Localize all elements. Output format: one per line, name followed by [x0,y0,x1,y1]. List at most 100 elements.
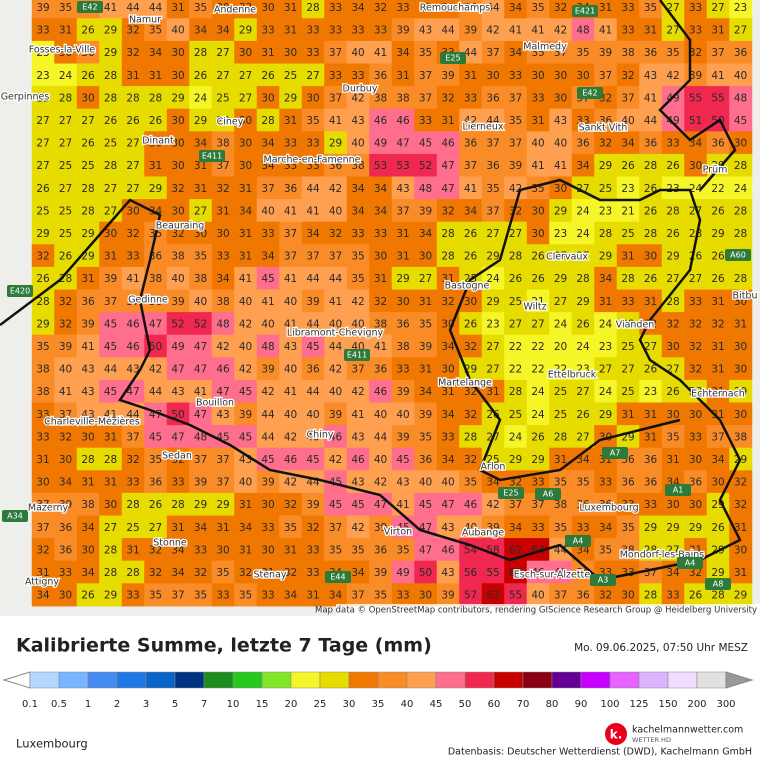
grid-cell [166,63,190,87]
grid-value: 45 [261,454,274,466]
grid-value: 22 [711,183,724,195]
grid-value: 29 [734,590,747,602]
grid-value: 34 [396,47,410,59]
grid-cell [571,334,595,358]
grid-cell [459,312,483,336]
grid-value: 28 [126,499,139,511]
grid-cell [436,176,460,200]
grid-value: 31 [216,522,229,534]
grid-value: 27 [216,47,229,59]
grid-value: 25 [216,92,229,104]
grid-value: 28 [81,454,94,466]
grid-cell [301,266,325,290]
grid-value: 35 [194,590,207,602]
grid-value: 45 [306,341,319,353]
grid-value: 29 [194,499,207,511]
grid-value: 29 [149,183,162,195]
grid-cell [729,221,753,245]
grid-cell [144,199,168,223]
grid-value: 22 [531,341,544,353]
grid-cell [99,379,123,403]
grid-value: 30 [464,296,477,308]
grid-cell [166,312,190,336]
grid-value: 23 [36,47,49,59]
legend-swatch [319,671,350,689]
grid-value: 38 [81,499,94,511]
grid-value: 36 [329,160,343,172]
grid-cell [481,63,505,87]
grid-value: 26 [464,318,478,330]
grid-value: 33 [284,138,297,150]
grid-value: 31 [239,544,252,556]
grid-value: 43 [81,364,94,376]
grid-cell [121,63,145,87]
grid-cell [54,0,78,19]
grid-value: 23 [576,364,589,376]
grid-value: 39 [329,409,342,421]
grid-value: 36 [644,477,658,489]
grid-value: 25 [36,205,49,217]
grid-cell [54,63,78,87]
grid-value: 35 [599,544,612,556]
grid-value: 42 [351,386,364,398]
grid-cell [211,312,235,336]
grid-value: 27 [104,205,117,217]
grid-cell [166,266,190,290]
grid-value: 27 [644,341,657,353]
grid-cell [459,447,483,471]
grid-cell [234,18,258,42]
grid-cell [729,289,753,313]
grid-cell [571,244,595,268]
grid-value: 27 [509,228,522,240]
grid-value: 29 [216,499,229,511]
grid-value: 28 [554,431,567,443]
grid-value: 32 [689,364,702,376]
road-label: A1 [673,486,684,495]
grid-cell [616,131,640,155]
grid-value: 39 [171,296,184,308]
grid-value: 33 [329,25,342,37]
grid-value: 35 [419,318,432,330]
grid-value: 33 [396,2,409,14]
grid-value: 30 [81,431,94,443]
grid-value: 40 [284,296,297,308]
grid-cell [346,379,370,403]
grid-cell [504,447,528,471]
grid-value: 28 [644,590,657,602]
grid-value: 49 [171,341,184,353]
grid-value: 30 [531,70,544,82]
grid-value: 26 [711,205,725,217]
legend-label: 0.5 [51,699,67,710]
grid-value: 33 [216,251,229,263]
grid-value: 27 [126,138,139,150]
grid-value: 33 [351,70,364,82]
grid-cell [414,0,438,19]
grid-value: 30 [239,160,252,172]
grid-value: 23 [734,2,747,14]
grid-cell [324,266,348,290]
grid-cell [414,131,438,155]
grid-cell [121,221,145,245]
grid-cell [346,0,370,19]
grid-value: 34 [374,183,388,195]
grid-cell [729,266,753,290]
grid-value: 30 [689,160,702,172]
grid-cell [594,108,618,132]
grid-cell [549,379,573,403]
grid-value: 41 [104,2,117,14]
grid-value: 42 [216,341,229,353]
grid-value: 38 [554,499,567,511]
grid-cell [391,425,415,449]
grid-cell [594,289,618,313]
grid-value: 30 [81,92,94,104]
grid-cell [526,0,550,19]
grid-value: 27 [81,115,94,127]
grid-value: 34 [171,567,185,579]
grid-value: 27 [486,364,499,376]
road-label: A60 [730,251,746,260]
grid-cell [211,221,235,245]
grid-value: 28 [734,228,747,240]
grid-value: 31 [81,273,94,285]
grid-cell [391,40,415,64]
grid-value: 29 [104,590,117,602]
